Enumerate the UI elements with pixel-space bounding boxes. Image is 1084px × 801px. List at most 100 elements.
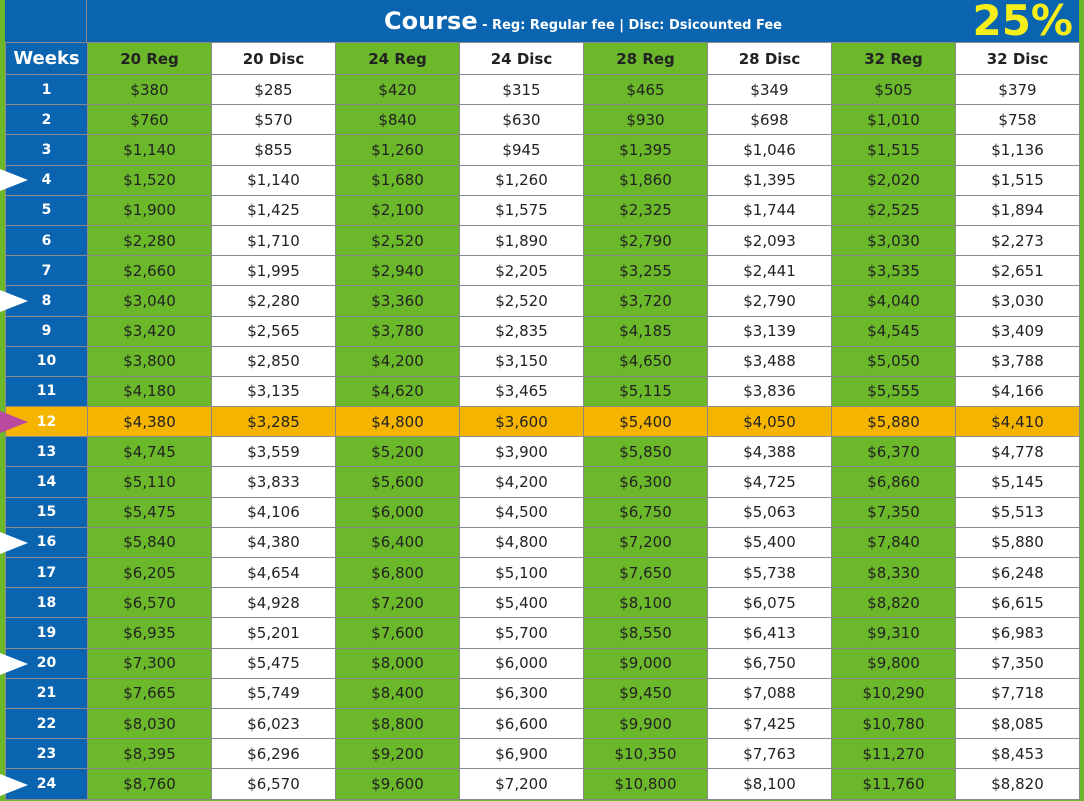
fee-cell[interactable]: $1,395 [707, 164, 832, 196]
week-cell[interactable]: 22 [5, 707, 88, 740]
fee-cell[interactable]: $5,400 [707, 526, 832, 559]
fee-cell[interactable]: $2,325 [583, 194, 708, 226]
week-cell[interactable]: 14 [5, 466, 88, 498]
fee-cell[interactable]: $8,085 [955, 707, 1080, 740]
fee-cell[interactable]: $6,900 [459, 738, 584, 770]
column-header-28-disc[interactable]: 28 Disc [707, 42, 832, 75]
fee-cell[interactable]: $3,600 [459, 406, 584, 438]
fee-cell[interactable]: $2,835 [459, 315, 584, 347]
fee-cell[interactable]: $8,330 [831, 556, 956, 589]
week-cell[interactable]: 1 [5, 73, 88, 106]
fee-cell[interactable]: $3,836 [707, 375, 832, 408]
fee-cell[interactable]: $6,615 [955, 587, 1080, 619]
fee-cell[interactable]: $8,395 [87, 738, 212, 770]
fee-cell[interactable]: $3,040 [87, 285, 212, 317]
fee-cell[interactable]: $4,185 [583, 315, 708, 347]
week-cell[interactable]: 13 [5, 436, 88, 468]
fee-cell[interactable]: $8,550 [583, 617, 708, 649]
fee-cell[interactable]: $5,400 [459, 587, 584, 619]
fee-cell[interactable]: $2,850 [211, 345, 336, 377]
fee-cell[interactable]: $4,200 [335, 345, 460, 377]
fee-cell[interactable]: $6,296 [211, 738, 336, 770]
fee-cell[interactable]: $5,145 [955, 466, 1080, 498]
fee-cell[interactable]: $7,650 [583, 556, 708, 589]
fee-cell[interactable]: $6,000 [335, 496, 460, 528]
fee-cell[interactable]: $855 [211, 134, 336, 166]
fee-cell[interactable]: $5,475 [211, 647, 336, 679]
fee-cell[interactable]: $7,840 [831, 526, 956, 559]
fee-cell[interactable]: $1,140 [87, 134, 212, 166]
fee-cell[interactable]: $945 [459, 134, 584, 166]
fee-cell[interactable]: $630 [459, 104, 584, 136]
fee-cell[interactable]: $3,360 [335, 285, 460, 317]
fee-cell[interactable]: $9,450 [583, 677, 708, 709]
fee-cell[interactable]: $5,749 [211, 677, 336, 709]
fee-cell[interactable]: $3,720 [583, 285, 708, 317]
fee-cell[interactable]: $285 [211, 73, 336, 106]
fee-cell[interactable]: $8,820 [955, 768, 1080, 800]
fee-cell[interactable]: $5,100 [459, 556, 584, 589]
fee-cell[interactable]: $5,880 [831, 406, 956, 438]
fee-cell[interactable]: $1,140 [211, 164, 336, 196]
fee-cell[interactable]: $5,700 [459, 617, 584, 649]
week-cell[interactable]: 3 [5, 134, 88, 166]
fee-cell[interactable]: $7,200 [459, 768, 584, 800]
fee-cell[interactable]: $1,395 [583, 134, 708, 166]
fee-cell[interactable]: $3,285 [211, 406, 336, 438]
fee-cell[interactable]: $7,088 [707, 677, 832, 709]
fee-cell[interactable]: $930 [583, 104, 708, 136]
fee-cell[interactable]: $1,046 [707, 134, 832, 166]
week-cell[interactable]: 18 [5, 587, 88, 619]
fee-cell[interactable]: $2,100 [335, 194, 460, 226]
column-header-28-reg[interactable]: 28 Reg [583, 42, 708, 75]
fee-cell[interactable]: $6,750 [583, 496, 708, 528]
fee-cell[interactable]: $5,400 [583, 406, 708, 438]
fee-cell[interactable]: $7,200 [335, 587, 460, 619]
fee-cell[interactable]: $1,744 [707, 194, 832, 226]
fee-cell[interactable]: $4,778 [955, 436, 1080, 468]
fee-cell[interactable]: $7,350 [955, 647, 1080, 679]
fee-cell[interactable]: $4,928 [211, 587, 336, 619]
fee-cell[interactable]: $8,400 [335, 677, 460, 709]
fee-cell[interactable]: $3,030 [955, 285, 1080, 317]
fee-cell[interactable]: $9,900 [583, 707, 708, 740]
fee-cell[interactable]: $1,894 [955, 194, 1080, 226]
week-cell[interactable]: 11 [5, 375, 88, 408]
fee-cell[interactable]: $1,680 [335, 164, 460, 196]
fee-cell[interactable]: $6,000 [459, 647, 584, 679]
fee-cell[interactable]: $5,513 [955, 496, 1080, 528]
week-cell[interactable]: 19 [5, 617, 88, 649]
fee-cell[interactable]: $2,790 [583, 224, 708, 257]
fee-cell[interactable]: $6,300 [583, 466, 708, 498]
fee-cell[interactable]: $1,710 [211, 224, 336, 257]
fee-cell[interactable]: $9,600 [335, 768, 460, 800]
fee-cell[interactable]: $3,420 [87, 315, 212, 347]
fee-cell[interactable]: $1,136 [955, 134, 1080, 166]
fee-cell[interactable]: $349 [707, 73, 832, 106]
fee-cell[interactable]: $758 [955, 104, 1080, 136]
week-cell[interactable]: 15 [5, 496, 88, 528]
fee-cell[interactable]: $2,520 [335, 224, 460, 257]
fee-cell[interactable]: $2,441 [707, 255, 832, 287]
fee-cell[interactable]: $1,575 [459, 194, 584, 226]
fee-cell[interactable]: $5,880 [955, 526, 1080, 559]
fee-cell[interactable]: $6,248 [955, 556, 1080, 589]
fee-cell[interactable]: $3,800 [87, 345, 212, 377]
fee-cell[interactable]: $6,370 [831, 436, 956, 468]
fee-cell[interactable]: $5,850 [583, 436, 708, 468]
fee-cell[interactable]: $1,515 [831, 134, 956, 166]
fee-cell[interactable]: $2,525 [831, 194, 956, 226]
fee-cell[interactable]: $3,488 [707, 345, 832, 377]
fee-cell[interactable]: $6,800 [335, 556, 460, 589]
fee-cell[interactable]: $570 [211, 104, 336, 136]
fee-cell[interactable]: $6,570 [87, 587, 212, 619]
fee-cell[interactable]: $6,600 [459, 707, 584, 740]
fee-cell[interactable]: $4,380 [211, 526, 336, 559]
week-cell[interactable]: 9 [5, 315, 88, 347]
fee-cell[interactable]: $2,280 [87, 224, 212, 257]
fee-cell[interactable]: $6,935 [87, 617, 212, 649]
fee-cell[interactable]: $6,750 [707, 647, 832, 679]
fee-cell[interactable]: $4,620 [335, 375, 460, 408]
fee-cell[interactable]: $11,270 [831, 738, 956, 770]
week-cell[interactable]: 2 [5, 104, 88, 136]
